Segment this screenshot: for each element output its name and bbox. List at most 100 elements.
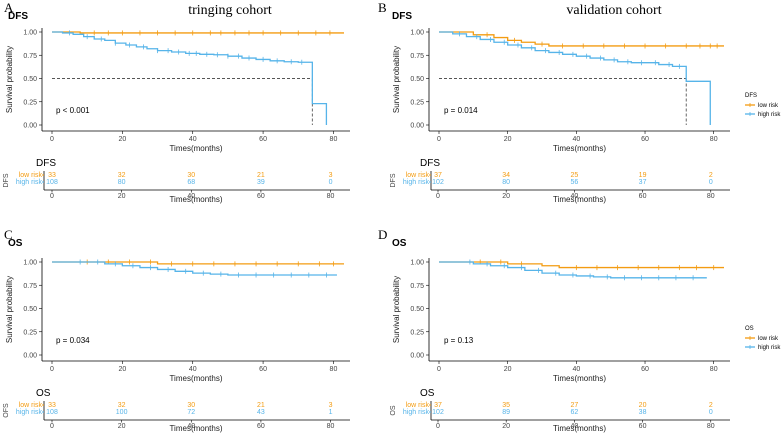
risk-x-tick-label: 40 [570,423,578,430]
risk-x-tick-label: 20 [118,193,126,200]
risk-x-tick-label: 20 [502,423,510,430]
y-axis-label: Survival probability [5,276,14,343]
x-tick-label: 20 [118,136,126,143]
risk-x-tick-label: 20 [118,423,126,430]
risk-x-tick-label: 60 [257,193,265,200]
risk-row-label: high risk [403,409,430,416]
risk-count: 25 [570,172,578,179]
risk-count: 68 [187,179,195,186]
y-tick-label: 0.25 [410,329,424,336]
survival-curve-low-risk [52,31,344,34]
x-tick-label: 80 [710,366,718,373]
y-axis-label: Survival probability [392,46,401,113]
risk-x-tick-label: 80 [707,423,715,430]
risk-count: 39 [257,179,265,186]
y-tick-label: 0.25 [23,99,37,106]
risk-x-tick-label: 80 [327,193,335,200]
risk-count: 1 [329,409,333,416]
y-tick-label: 1.00 [410,260,424,267]
risk-count: 37 [434,402,442,409]
risk-count: 56 [570,179,578,186]
risk-x-axis-label: Times(months) [553,424,606,433]
risk-count: 102 [432,179,444,186]
risk-x-tick-label: 60 [639,193,647,200]
risk-count: 35 [502,402,510,409]
y-tick-label: 0.00 [410,353,424,360]
risk-count: 34 [502,172,510,179]
risk-x-tick-label: 80 [707,193,715,200]
plot-title: DFS [392,11,412,22]
risk-count: 30 [187,172,195,179]
y-axis-label: Survival probability [392,276,401,343]
risk-x-tick-label: 40 [570,193,578,200]
x-tick-label: 60 [259,136,267,143]
x-axis-label: Times(months) [169,144,222,153]
risk-table-title: DFS [420,158,440,169]
cohort-title: tringing cohort [188,3,272,18]
y-tick-label: 0.00 [23,123,37,130]
x-tick-label: 80 [710,136,718,143]
panel-letter: A [4,0,14,15]
risk-x-axis-label: Times(months) [553,195,606,204]
risk-count: 102 [432,409,444,416]
y-tick-label: 0.75 [23,283,37,290]
y-tick-label: 1.00 [23,30,37,37]
risk-x-tick-label: 40 [187,423,195,430]
legend: OS low risk high risk [745,326,781,351]
risk-x-tick-label: 40 [187,193,195,200]
y-tick-label: 0.50 [23,306,37,313]
panel-letter: B [378,0,387,15]
cohort-title: validation cohort [566,3,661,18]
risk-count: 33 [48,402,56,409]
x-tick-label: 40 [572,366,580,373]
risk-count: 30 [187,402,195,409]
risk-x-tick-label: 0 [436,193,440,200]
risk-count: 20 [639,402,647,409]
risk-count: 43 [257,409,265,416]
risk-table-title: DFS [36,158,56,169]
y-tick-label: 0.00 [410,123,424,130]
risk-table-title: OS [36,388,51,399]
risk-count: 3 [329,402,333,409]
legend-label: high risk [758,345,781,351]
y-tick-label: 0.75 [410,283,424,290]
risk-count: 2 [709,402,713,409]
risk-count: 3 [329,172,333,179]
x-tick-label: 40 [189,136,197,143]
risk-table-ylabel: OS [390,405,397,415]
risk-count: 37 [434,172,442,179]
y-tick-label: 0.25 [410,99,424,106]
plot-title: OS [392,238,407,249]
y-tick-label: 1.00 [23,260,37,267]
x-tick-label: 80 [330,136,338,143]
survival-curve-low-risk [439,261,724,269]
risk-table-ylabel: DFS [3,173,10,187]
risk-x-tick-label: 80 [327,423,335,430]
y-tick-label: 0.00 [23,353,37,360]
x-tick-label: 80 [330,366,338,373]
y-axis-label: Survival probability [5,46,14,113]
risk-count: 2 [709,172,713,179]
survival-curve-high-risk [439,31,711,125]
risk-row-label: high risk [16,409,43,416]
risk-row-label: low risk [19,172,43,179]
x-tick-label: 20 [118,366,126,373]
x-tick-label: 60 [641,136,649,143]
x-tick-label: 60 [259,366,267,373]
risk-table-ylabel: DFS [390,173,397,187]
risk-count: 108 [46,409,58,416]
p-value: p = 0.034 [56,336,90,345]
risk-count: 27 [570,402,578,409]
x-tick-label: 40 [189,366,197,373]
x-tick-label: 0 [50,136,54,143]
risk-row-label: high risk [16,179,43,186]
risk-count: 32 [118,172,126,179]
risk-count: 32 [118,402,126,409]
risk-count: 72 [187,409,195,416]
risk-count: 19 [639,172,647,179]
risk-x-tick-label: 0 [50,193,54,200]
